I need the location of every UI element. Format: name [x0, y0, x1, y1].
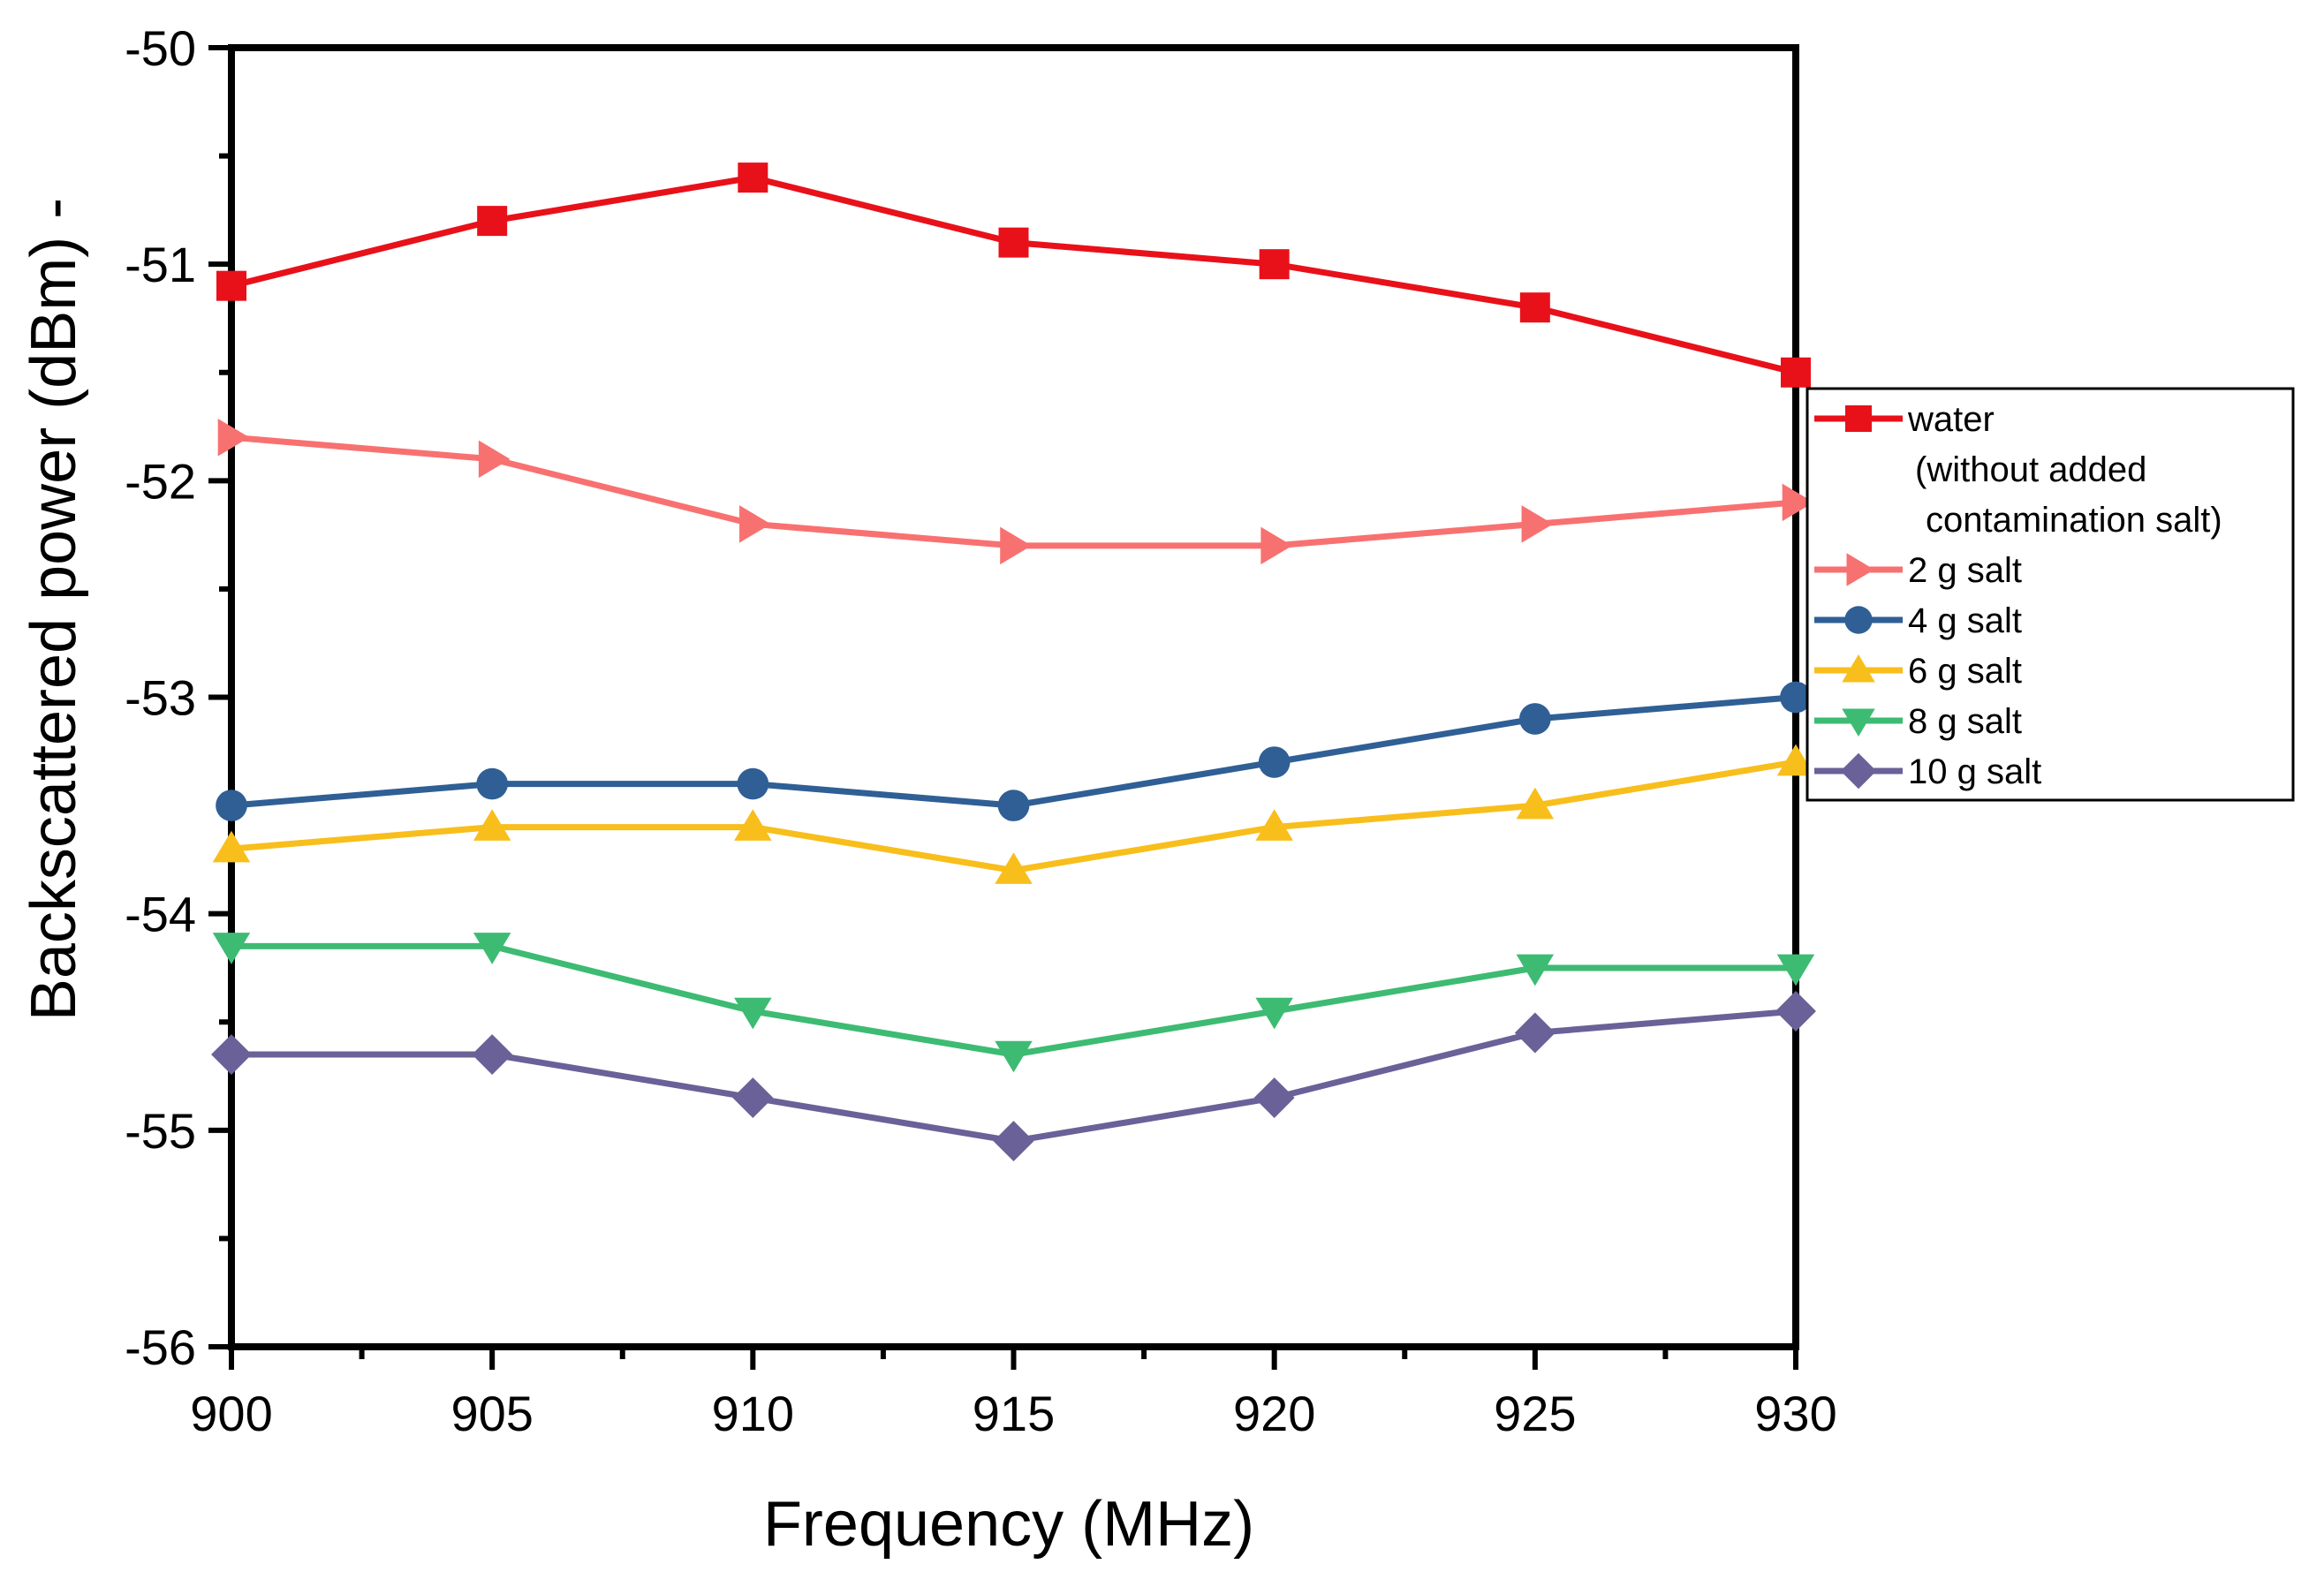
data-point-4-g-salt [737, 767, 769, 800]
data-point-6-g-salt [1516, 787, 1555, 820]
legend-marker-water [1845, 405, 1872, 432]
x-tick-label: 900 [190, 1386, 272, 1441]
y-axis-title: Backscattered power (dBm) - [19, 198, 89, 1021]
legend-label: water [1907, 400, 1995, 439]
x-tick-label: 905 [450, 1386, 533, 1441]
data-point-water [1781, 357, 1811, 388]
legend-item-water[interactable]: water (without added contamination salt) [1814, 400, 2222, 540]
data-point-6-g-salt [212, 830, 251, 863]
legend-marker-6-g-salt [1842, 654, 1875, 683]
data-point-2-g-salt [1782, 483, 1814, 522]
data-point-8-g-salt [1255, 997, 1293, 1030]
x-tick-label: 925 [1494, 1386, 1576, 1441]
data-point-6-g-salt [473, 809, 511, 841]
y-tick-label: -53 [125, 670, 196, 726]
legend[interactable]: water (without added contamination salt) 2 … [1805, 387, 2295, 802]
data-point-8-g-salt [1516, 954, 1555, 986]
legend-marker-10-g-salt [1840, 752, 1877, 790]
y-tick-label: -55 [125, 1103, 196, 1159]
data-point-2-g-salt [478, 440, 511, 479]
data-point-water [216, 270, 246, 301]
data-point-4-g-salt [1518, 703, 1551, 735]
legend-marker-4-g-salt [1844, 606, 1873, 634]
legend-item-2-g-salt[interactable]: 2 g salt [1814, 551, 2022, 590]
y-tick-label: -52 [125, 453, 196, 509]
data-point-6-g-salt [734, 809, 772, 841]
series-6-g-salt [212, 744, 1815, 884]
legend-item-8-g-salt[interactable]: 8 g salt [1814, 702, 2022, 741]
data-point-4-g-salt [1780, 681, 1812, 714]
series-line-water [231, 174, 1797, 376]
data-point-4-g-salt [997, 790, 1030, 821]
legend-label: 10 g salt [1908, 752, 2041, 791]
series-line-2-g-salt [231, 434, 1797, 549]
series-layer [211, 162, 1816, 1162]
y-tick-label: -56 [125, 1319, 196, 1375]
series-line-4-g-salt [231, 694, 1797, 809]
y-axis: -50 -51 -52 -53 -54 -55 -56 [125, 20, 231, 1375]
data-point-2-g-salt [1000, 526, 1032, 565]
y-tick-label: -54 [125, 887, 196, 942]
legend-label: 6 g salt [1908, 652, 2022, 691]
data-point-10-g-salt [472, 1034, 513, 1075]
data-point-2-g-salt [1260, 526, 1293, 565]
data-point-6-g-salt [1776, 744, 1815, 776]
legend-note: contamination salt) [1926, 501, 2222, 540]
series-4-g-salt [216, 681, 1812, 821]
data-point-6-g-salt [995, 852, 1033, 884]
x-axis: 900 905 910 915 920 925 930 [190, 1347, 1837, 1441]
series-water [216, 162, 1811, 388]
series-line-8-g-salt [231, 942, 1796, 1058]
data-point-10-g-salt [211, 1034, 252, 1075]
data-point-10-g-salt [732, 1077, 774, 1119]
series-10-g-salt [211, 991, 1816, 1162]
data-point-10-g-salt [993, 1121, 1034, 1162]
data-point-4-g-salt [1258, 746, 1291, 778]
data-point-8-g-salt [473, 933, 511, 964]
data-point-water [477, 206, 508, 237]
data-point-8-g-salt [212, 933, 251, 964]
y-tick-label: -50 [125, 20, 196, 76]
x-tick-label: 910 [712, 1386, 794, 1441]
data-point-2-g-salt [739, 505, 771, 543]
legend-label: 4 g salt [1908, 601, 2022, 640]
y-tick-label: -51 [125, 237, 196, 292]
series-8-g-salt [212, 933, 1815, 1073]
data-point-4-g-salt [476, 767, 509, 800]
legend-marker-2-g-salt [1846, 553, 1874, 586]
legend-box [1805, 387, 2295, 802]
data-point-2-g-salt [217, 419, 250, 457]
legend-item-10-g-salt[interactable]: 10 g salt [1814, 752, 2041, 791]
data-point-water [1519, 292, 1550, 323]
data-point-10-g-salt [1253, 1077, 1295, 1119]
legend-label: 2 g salt [1908, 551, 2022, 590]
data-point-6-g-salt [1255, 809, 1293, 841]
legend-item-6-g-salt[interactable]: 6 g salt [1814, 652, 2022, 691]
legend-note: (without added [1915, 450, 2146, 489]
data-point-4-g-salt [216, 790, 247, 821]
x-tick-label: 930 [1754, 1386, 1836, 1441]
series-2-g-salt [217, 419, 1814, 565]
data-point-water [1259, 249, 1290, 280]
data-point-water [738, 162, 768, 193]
x-tick-label: 920 [1233, 1386, 1315, 1441]
legend-marker-8-g-salt [1842, 708, 1875, 737]
data-point-8-g-salt [734, 997, 772, 1030]
legend-label: 8 g salt [1908, 702, 2022, 741]
x-tick-label: 915 [973, 1386, 1055, 1441]
legend-item-4-g-salt[interactable]: 4 g salt [1814, 601, 2022, 640]
data-point-10-g-salt [1514, 1012, 1556, 1054]
data-point-8-g-salt [995, 1040, 1033, 1073]
data-point-water [998, 227, 1029, 258]
x-axis-title: Frequency (MHz) [763, 1489, 1254, 1560]
data-point-8-g-salt [1776, 954, 1815, 986]
data-point-2-g-salt [1521, 505, 1554, 543]
data-point-10-g-salt [1775, 991, 1816, 1032]
